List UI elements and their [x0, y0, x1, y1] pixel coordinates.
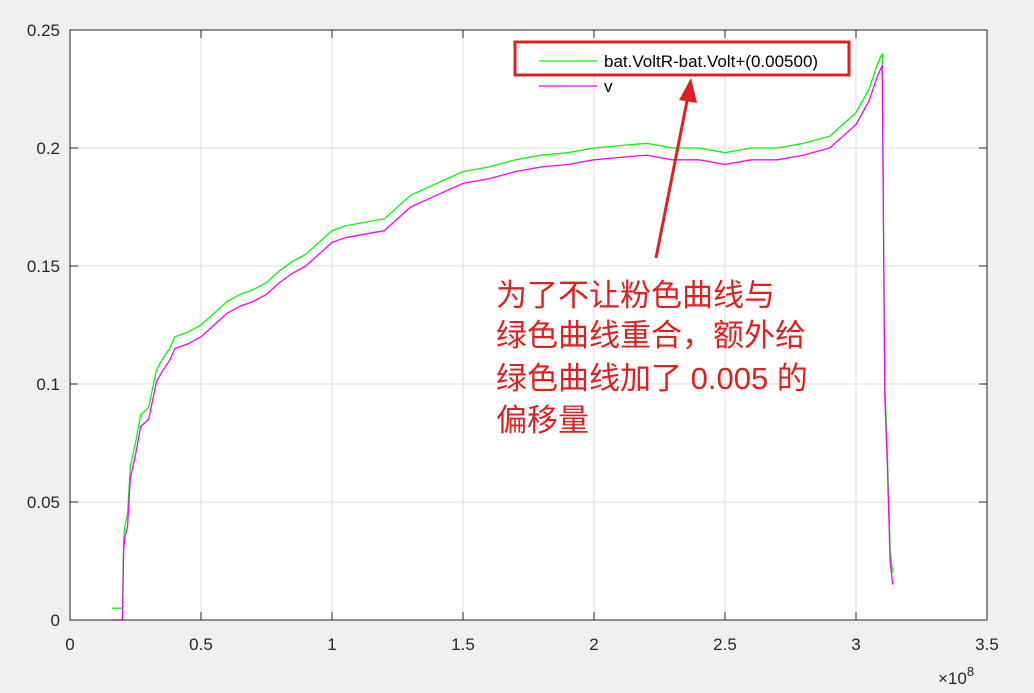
- y-tick-label: 0.1: [36, 375, 60, 394]
- x-tick-label: 2: [589, 635, 598, 654]
- y-tick-label: 0.2: [36, 139, 60, 158]
- x-tick-label: 2.5: [713, 635, 737, 654]
- annotation-line-2: 绿色曲线重合，额外给: [496, 318, 806, 353]
- x-tick-label: 0: [65, 635, 74, 654]
- x-tick-label: 3: [851, 635, 860, 654]
- x-tick-label: 1: [327, 635, 336, 654]
- annotation-line-1: 为了不让粉色曲线与: [496, 278, 775, 313]
- x-tick-label: 1.5: [451, 635, 475, 654]
- legend-label-series-2: v: [604, 77, 613, 96]
- x-tick-label: 3.5: [975, 635, 999, 654]
- plot-area-background: [70, 30, 987, 620]
- legend-box: [513, 40, 851, 77]
- x-tick-label: 0.5: [189, 635, 213, 654]
- annotation-text: 为了不让粉色曲线与 绿色曲线重合，额外给 绿色曲线加了 0.005 的 偏移量: [496, 278, 808, 438]
- plot-area-border: [69, 29, 988, 621]
- x-exponent-label: ×108: [938, 664, 974, 688]
- y-tick-label: 0: [51, 611, 60, 630]
- annotation-arrow: [654, 78, 697, 259]
- axis-ticks: [69, 29, 988, 621]
- grid: [70, 30, 987, 620]
- series-line-2: [111, 64, 894, 621]
- series-line-1: [111, 52, 894, 609]
- y-tick-label: 0.15: [27, 257, 60, 276]
- y-tick-label: 0.25: [27, 21, 60, 40]
- series-lines: [111, 52, 894, 621]
- annotation-line-4: 偏移量: [496, 403, 589, 438]
- legend: bat.VoltR-bat.Volt+(0.00500) v: [513, 40, 851, 96]
- y-tick-label: 0.05: [27, 493, 60, 512]
- annotation-line-3: 绿色曲线加了 0.005 的: [496, 361, 808, 396]
- legend-label-series-1: bat.VoltR-bat.Volt+(0.00500): [604, 52, 818, 71]
- axis-tick-labels: 0 0.5 1 1.5 2 2.5 3 3.5 0 0.05 0.1 0.15 0.2 0.25: [27, 21, 999, 654]
